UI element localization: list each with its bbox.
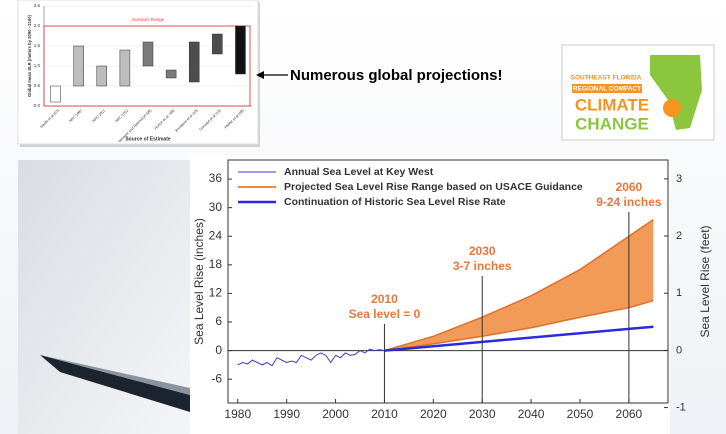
ribbon — [40, 355, 190, 412]
legend-label: Annual Sea Level at Key West — [284, 166, 434, 178]
y2-tick-label: 2 — [676, 230, 682, 242]
x-tick-label: 2050 — [567, 407, 594, 421]
ribbon-edge — [40, 355, 190, 395]
callout: Numerous global projections! — [290, 67, 503, 84]
annotation: 2010 — [371, 292, 398, 306]
y2-tick-label: 0 — [676, 344, 682, 356]
y-tick-label: 30 — [209, 200, 223, 214]
x-tick-label: 2000 — [322, 407, 349, 421]
y-axis-label: Sea Level Rise (inches) — [192, 218, 206, 345]
plot-frame — [227, 159, 669, 404]
annotation: 2060 — [616, 180, 643, 194]
x-tick-label: 2030 — [469, 407, 496, 421]
y-tick-label: 6 — [215, 314, 222, 328]
bar — [50, 85, 61, 103]
x-tick-label: 1990 — [273, 407, 300, 421]
x-tick-label: 2040 — [518, 407, 545, 421]
y-tick-label: -6 — [211, 371, 222, 385]
legend-label: Projected Sea Level Rise Range based on … — [284, 181, 583, 193]
bar — [142, 41, 154, 67]
chart1-frame — [17, 0, 259, 145]
bar — [165, 69, 177, 79]
range-band — [384, 219, 654, 351]
bar — [235, 25, 246, 75]
logo-line: REGIONAL COMPACT — [573, 86, 641, 93]
x-tick-label: 2020 — [420, 407, 447, 421]
y-tick-label: 2.5 — [34, 3, 41, 8]
annotation: Sea level = 0 — [349, 307, 421, 321]
y-tick-label: 0.5 — [34, 83, 41, 88]
series-line — [384, 325, 654, 352]
x-tick-label: 2060 — [616, 407, 643, 421]
logo-band — [572, 84, 642, 93]
y-tick-label: 24 — [209, 228, 223, 242]
bar — [73, 45, 84, 87]
y-tick-label: 0 — [215, 343, 222, 357]
y-tick-label: 36 — [209, 171, 223, 185]
x-axis-label: Source of Estimate — [125, 136, 171, 142]
y2-tick-label: 3 — [676, 173, 682, 185]
annotation: 3-7 inches — [453, 259, 512, 273]
logo-line: SOUTHEAST FLORIDA — [571, 75, 642, 82]
y-tick-label: 18 — [209, 257, 223, 271]
legend-label: Continuation of Historic Sea Level Rise … — [284, 196, 506, 208]
y-tick-label: 2.0 — [34, 23, 41, 28]
y-tick-label: 0.0 — [34, 103, 41, 108]
bar — [96, 65, 108, 87]
y2-axis-label: Sea Level Rise (feet) — [698, 225, 712, 337]
annotation: Scenario Range — [132, 17, 165, 22]
y2-tick-label: 1 — [676, 287, 682, 299]
y-tick-label: 1.5 — [34, 43, 41, 48]
y-tick-label: 12 — [209, 286, 223, 300]
bar — [212, 33, 223, 55]
y-axis-label: Global mean SLR (meters by 2090 - 2100) — [27, 14, 32, 97]
annotation: 2030 — [469, 244, 496, 258]
x-tick-label: 2010 — [371, 407, 398, 421]
logo-line: CLIMATE — [575, 95, 649, 114]
y-tick-label: 1.0 — [34, 63, 41, 68]
y2-tick-label: -1 — [676, 401, 686, 413]
series-line — [237, 348, 385, 367]
logo-sun — [663, 99, 681, 117]
x-tick-label: 1980 — [224, 407, 251, 421]
annotation: 9-24 inches — [596, 195, 662, 209]
logo-line: CHANGE — [575, 114, 649, 133]
bar — [188, 41, 200, 83]
logo-florida — [650, 55, 702, 130]
bar — [119, 49, 131, 87]
scenario-range — [43, 25, 251, 107]
arrowhead — [256, 71, 264, 79]
